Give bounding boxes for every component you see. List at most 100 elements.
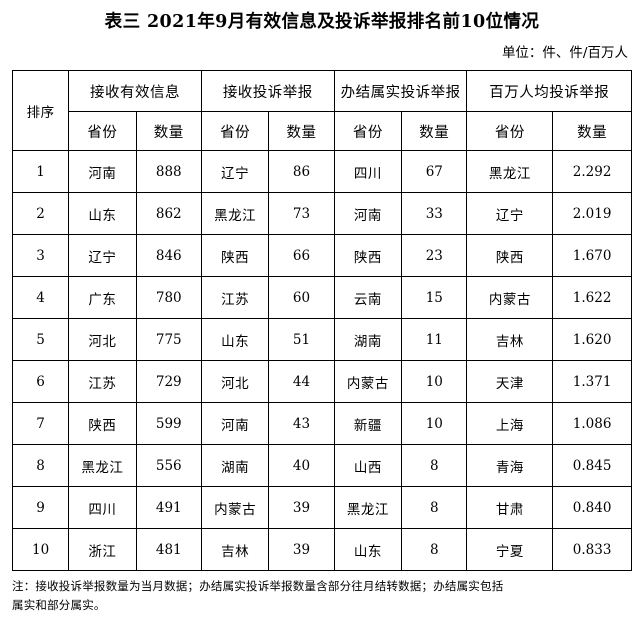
cell-quantity-4: 1.620	[552, 318, 632, 361]
cell-rank: 8	[11, 444, 70, 487]
cell-province-3: 内蒙古	[333, 360, 403, 403]
column-group-header-3: 办结属实投诉举报	[333, 70, 468, 112]
table-header-row-groups: 排序 接收有效信息 接收投诉举报 办结属实投诉举报 百万人均投诉举报	[11, 70, 632, 151]
table-body: 1 河南 888 辽宁 86 四川 67 黑龙江 2.292 2 山东 862 黑龙江 73 河南 33 辽宁 2…	[11, 150, 632, 571]
column-subheader-quantity-1: 数量	[135, 111, 202, 151]
cell-rank: 10	[11, 528, 70, 571]
cell-quantity-3: 10	[401, 360, 468, 403]
footnote-line-1: 注：接收投诉举报数量为当月数据；办结属实投诉举报数量含部分往月结转数据；办结属实…	[12, 579, 504, 593]
cell-quantity-1: 775	[135, 318, 202, 361]
cell-province-4: 天津	[466, 360, 554, 403]
cell-rank: 3	[11, 234, 70, 277]
cell-quantity-4: 0.840	[552, 486, 632, 529]
cell-quantity-4: 0.833	[552, 528, 632, 571]
cell-province-1: 山东	[68, 192, 137, 235]
cell-province-4: 宁夏	[466, 528, 554, 571]
cell-quantity-3: 15	[401, 276, 468, 319]
cell-rank: 2	[11, 192, 70, 235]
table-row: 8 黑龙江 556 湖南 40 山西 8 青海 0.845	[11, 444, 632, 487]
cell-rank: 5	[11, 318, 70, 361]
cell-quantity-4: 1.371	[552, 360, 632, 403]
cell-rank: 9	[11, 486, 70, 529]
cell-province-4: 青海	[466, 444, 554, 487]
cell-province-4: 辽宁	[466, 192, 554, 235]
table-header-row-sub: 省份 数量 省份 数量 省份 数量 省份 数量	[13, 111, 632, 151]
cell-quantity-2: 60	[268, 276, 335, 319]
cell-quantity-2: 66	[268, 234, 335, 277]
cell-province-3: 四川	[333, 150, 403, 193]
table-container: 排序 接收有效信息 接收投诉举报 办结属实投诉举报 百万人均投诉举报 省份 数量…	[0, 63, 644, 571]
cell-province-1: 陕西	[68, 402, 137, 445]
unit-label: 单位：件、件/百万人	[501, 45, 628, 61]
cell-quantity-1: 556	[135, 444, 202, 487]
table-footnote: 注：接收投诉举报数量为当月数据；办结属实投诉举报数量含部分往月结转数据；办结属实…	[0, 571, 644, 615]
cell-province-2: 河北	[200, 360, 270, 403]
table-row: 10 浙江 481 吉林 39 山东 8 宁夏 0.833	[11, 528, 632, 571]
cell-province-2: 湖南	[200, 444, 270, 487]
cell-province-3: 山西	[333, 444, 403, 487]
ranking-table: 排序 接收有效信息 接收投诉举报 办结属实投诉举报 百万人均投诉举报 省份 数量…	[11, 70, 632, 571]
cell-province-4: 黑龙江	[466, 150, 554, 193]
cell-province-2: 辽宁	[200, 150, 270, 193]
cell-quantity-2: 39	[268, 528, 335, 571]
cell-province-4: 内蒙古	[466, 276, 554, 319]
cell-quantity-3: 11	[401, 318, 468, 361]
cell-quantity-1: 888	[135, 150, 202, 193]
cell-quantity-3: 8	[401, 444, 468, 487]
cell-province-2: 江苏	[200, 276, 270, 319]
table-row: 5 河北 775 山东 51 湖南 11 吉林 1.620	[11, 318, 632, 361]
cell-rank: 6	[11, 360, 70, 403]
cell-rank: 4	[11, 276, 70, 319]
cell-quantity-3: 8	[401, 528, 468, 571]
cell-quantity-1: 599	[135, 402, 202, 445]
cell-province-2: 山东	[200, 318, 270, 361]
cell-rank: 7	[11, 402, 70, 445]
table-row: 4 广东 780 江苏 60 云南 15 内蒙古 1.622	[11, 276, 632, 319]
cell-province-1: 黑龙江	[68, 444, 137, 487]
cell-quantity-2: 44	[268, 360, 335, 403]
column-group-header-1: 接收有效信息	[68, 70, 202, 112]
cell-quantity-3: 23	[401, 234, 468, 277]
cell-quantity-4: 2.019	[552, 192, 632, 235]
cell-quantity-2: 40	[268, 444, 335, 487]
cell-quantity-2: 86	[268, 150, 335, 193]
cell-quantity-1: 780	[135, 276, 202, 319]
column-subheader-province-4: 省份	[466, 111, 554, 151]
cell-quantity-2: 39	[268, 486, 335, 529]
cell-province-3: 山东	[333, 528, 403, 571]
cell-province-3: 黑龙江	[333, 486, 403, 529]
page-title: 表三 2021年9月有效信息及投诉举报排名前10位情况	[104, 12, 540, 32]
column-subheader-province-3: 省份	[333, 111, 403, 151]
cell-province-2: 陕西	[200, 234, 270, 277]
column-subheader-quantity-2: 数量	[268, 111, 335, 151]
table-row: 7 陕西 599 河南 43 新疆 10 上海 1.086	[11, 402, 632, 445]
cell-province-1: 辽宁	[68, 234, 137, 277]
cell-quantity-4: 1.670	[552, 234, 632, 277]
cell-quantity-4: 0.845	[552, 444, 632, 487]
cell-province-3: 陕西	[333, 234, 403, 277]
cell-province-2: 吉林	[200, 528, 270, 571]
cell-province-1: 江苏	[68, 360, 137, 403]
column-subheader-quantity-3: 数量	[401, 111, 468, 151]
cell-province-3: 新疆	[333, 402, 403, 445]
cell-province-2: 河南	[200, 402, 270, 445]
cell-province-3: 河南	[333, 192, 403, 235]
column-subheader-province-2: 省份	[200, 111, 270, 151]
table-row: 2 山东 862 黑龙江 73 河南 33 辽宁 2.019	[11, 192, 632, 235]
cell-province-2: 黑龙江	[200, 192, 270, 235]
footnote-line-2: 属实和部分属实。	[12, 598, 106, 612]
table-row: 1 河南 888 辽宁 86 四川 67 黑龙江 2.292	[11, 150, 632, 193]
cell-quantity-1: 729	[135, 360, 202, 403]
cell-province-4: 陕西	[466, 234, 554, 277]
cell-province-1: 四川	[68, 486, 137, 529]
cell-province-3: 云南	[333, 276, 403, 319]
cell-province-2: 内蒙古	[200, 486, 270, 529]
column-group-header-2: 接收投诉举报	[200, 70, 335, 112]
cell-quantity-4: 1.086	[552, 402, 632, 445]
cell-province-1: 河北	[68, 318, 137, 361]
cell-quantity-1: 846	[135, 234, 202, 277]
cell-quantity-4: 1.622	[552, 276, 632, 319]
cell-quantity-3: 8	[401, 486, 468, 529]
cell-quantity-2: 51	[268, 318, 335, 361]
